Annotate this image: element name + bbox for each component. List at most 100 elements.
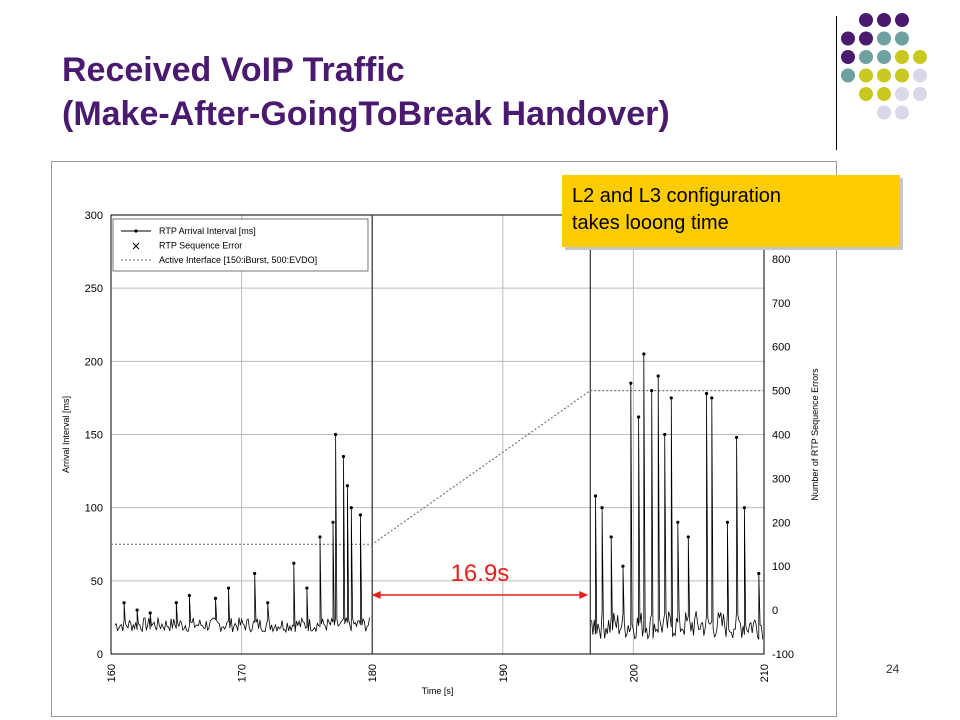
arrival-interval-point bbox=[742, 506, 747, 510]
legend-entry: Active Interface [150:iBurst, 500:EVDO] bbox=[159, 255, 317, 265]
decor-dot bbox=[877, 50, 891, 64]
arrival-interval-point bbox=[734, 435, 739, 440]
arrival-interval-point bbox=[358, 513, 363, 517]
arrival-interval-point bbox=[725, 520, 730, 524]
decor-dot bbox=[895, 13, 909, 27]
y2-tick-label: 500 bbox=[772, 386, 790, 398]
y-tick-label: 150 bbox=[85, 430, 103, 442]
arrival-interval-point bbox=[650, 389, 654, 393]
arrival-interval-point bbox=[187, 593, 191, 598]
decor-dot bbox=[841, 50, 855, 64]
gap-duration-label: 16.9s bbox=[451, 560, 510, 587]
arrival-interval-point bbox=[621, 564, 625, 568]
arrival-interval-point bbox=[135, 608, 139, 612]
chart-legend: RTP Arrival Interval [ms] RTP Sequence Er… bbox=[112, 218, 369, 272]
decor-dot bbox=[841, 68, 855, 83]
decor-dot bbox=[859, 31, 873, 46]
y-tick-label: 100 bbox=[85, 503, 103, 515]
y-tick-label: 200 bbox=[85, 356, 103, 368]
arrival-interval-point bbox=[318, 535, 322, 539]
arrival-interval-point bbox=[349, 506, 353, 510]
arrival-interval-point bbox=[331, 520, 335, 524]
y2-tick-label: 0 bbox=[772, 605, 778, 617]
y2-tick-label: 100 bbox=[772, 561, 790, 573]
arrival-interval-point bbox=[345, 484, 349, 488]
y-tick-label: 300 bbox=[85, 210, 103, 222]
slide-title: Received VoIP Traffic (Make-After-GoingT… bbox=[62, 48, 822, 136]
y-tick-label: 250 bbox=[85, 283, 103, 295]
legend-key-marker bbox=[134, 229, 138, 233]
decor-dot bbox=[859, 87, 873, 101]
arrival-interval-point bbox=[266, 601, 270, 605]
decor-dot bbox=[859, 50, 873, 64]
gap-arrow-head-left bbox=[371, 591, 381, 599]
y-tick-label: 0 bbox=[97, 649, 103, 661]
arrival-interval-point bbox=[710, 396, 714, 400]
gap-arrow-head-right bbox=[579, 591, 589, 599]
decor-dot bbox=[841, 31, 855, 46]
decor-dot bbox=[877, 105, 891, 120]
callout-line1: L2 and L3 configuration bbox=[572, 185, 782, 207]
decor-dot bbox=[895, 105, 909, 120]
arrival-interval-point bbox=[656, 374, 660, 378]
x-tick-label: 170 bbox=[237, 664, 249, 682]
decor-dot bbox=[913, 68, 927, 83]
arrival-interval-point bbox=[642, 352, 646, 356]
legend-key-cross bbox=[132, 242, 140, 250]
y-tick-label: 50 bbox=[91, 576, 103, 588]
y-axis-label: Arrival Interval [ms] bbox=[61, 396, 71, 473]
decor-dot bbox=[877, 31, 891, 46]
decor-dot bbox=[859, 68, 873, 83]
page-number: 24 bbox=[886, 662, 900, 676]
arrival-interval-point bbox=[292, 561, 296, 565]
decor-dot bbox=[859, 13, 873, 27]
arrival-interval-point bbox=[148, 611, 152, 615]
arrival-interval-point bbox=[600, 506, 604, 510]
series-active-interface bbox=[111, 390, 764, 545]
arrival-interval-point bbox=[122, 601, 126, 605]
arrival-interval-point bbox=[637, 415, 641, 419]
arrival-interval-point bbox=[757, 571, 761, 576]
arrival-interval-point bbox=[253, 571, 257, 576]
arrival-interval-point bbox=[609, 535, 613, 539]
arrival-interval-point bbox=[593, 494, 598, 498]
arrival-interval-point bbox=[686, 535, 690, 539]
decor-dot bbox=[877, 87, 891, 101]
arrival-interval-point bbox=[213, 596, 218, 600]
decor-dot bbox=[877, 68, 891, 83]
y2-tick-label: 200 bbox=[772, 517, 790, 529]
arrival-interval-point bbox=[629, 381, 633, 385]
decor-dot bbox=[913, 50, 927, 64]
title-divider-line bbox=[836, 16, 837, 150]
callout-line2: takes looong time bbox=[572, 212, 729, 234]
arrival-interval-point bbox=[174, 601, 178, 605]
y2-tick-label: 600 bbox=[772, 342, 790, 354]
decor-dot bbox=[877, 13, 891, 27]
callout-box: L2 and L3 configuration takes looong tim… bbox=[562, 175, 900, 247]
arrival-interval-point bbox=[305, 586, 309, 590]
y2-tick-label: 700 bbox=[772, 298, 790, 310]
legend-entry: RTP Arrival Interval [ms] bbox=[159, 226, 256, 236]
arrival-interval-point bbox=[334, 432, 338, 437]
arrival-interval-point bbox=[704, 391, 709, 396]
legend-box bbox=[112, 218, 369, 272]
y2-tick-label: 300 bbox=[772, 473, 790, 485]
slide-title-line2: (Make-After-GoingToBreak Handover) bbox=[62, 95, 670, 133]
y2-axis-label: Number of RTP Sequence Errors bbox=[810, 368, 820, 501]
x-tick-label: 160 bbox=[106, 664, 118, 682]
y2-tick-label: 400 bbox=[772, 430, 790, 442]
x-tick-label: 190 bbox=[498, 664, 510, 682]
slide-title-line1: Received VoIP Traffic bbox=[62, 51, 405, 89]
voip-traffic-chart: 0 50 100 150 200 250 300 -100 0 100 200 300 400 500 60… bbox=[61, 210, 820, 696]
x-tick-label: 210 bbox=[759, 664, 771, 682]
decor-dot bbox=[895, 68, 909, 83]
y2-tick-label: 800 bbox=[772, 254, 790, 266]
y2-tick-label: -100 bbox=[772, 649, 794, 661]
decor-dot bbox=[895, 50, 909, 64]
x-tick-label: 200 bbox=[628, 664, 640, 682]
arrival-interval-point bbox=[676, 520, 680, 524]
decor-dot bbox=[895, 87, 909, 101]
legend-entry: RTP Sequence Error bbox=[159, 241, 242, 251]
arrival-interval-point bbox=[669, 396, 673, 400]
x-axis-label: Time [s] bbox=[422, 686, 454, 696]
